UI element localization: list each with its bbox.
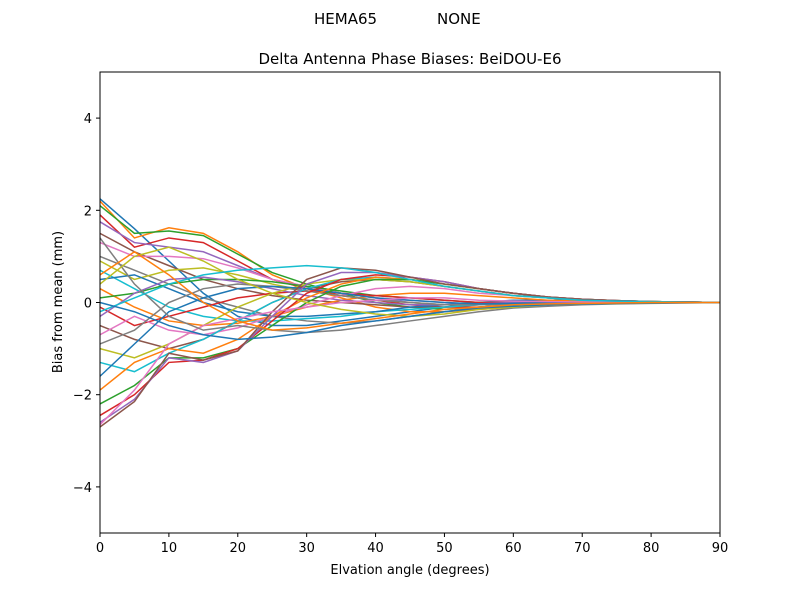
x-tick-label: 10 — [161, 541, 178, 556]
y-tick-label: 4 — [84, 112, 92, 127]
y-axis-ticks: −4 −2 0 2 4 — [73, 112, 100, 496]
y-tick-label: −4 — [73, 481, 92, 496]
series-line-28 — [99, 237, 721, 334]
series-line-32 — [99, 250, 720, 331]
y-tick-label: −2 — [73, 389, 92, 404]
series-line-19 — [99, 278, 721, 359]
series-line-30 — [99, 264, 721, 313]
x-tick-label: 30 — [298, 541, 315, 556]
x-tick-label: 70 — [574, 541, 591, 556]
suptitle-radome: NONE — [437, 10, 481, 28]
x-tick-label: 90 — [712, 541, 729, 556]
x-tick-label: 40 — [367, 541, 384, 556]
x-tick-label: 50 — [436, 541, 453, 556]
series-line-6 — [99, 232, 720, 308]
x-tick-label: 60 — [505, 541, 522, 556]
series-line-24 — [99, 274, 721, 417]
x-tick-label: 80 — [643, 541, 660, 556]
suptitle-antenna: HEMA65 — [314, 10, 378, 28]
y-axis-label: Bias from mean (mm) — [51, 231, 66, 373]
x-tick-label: 0 — [96, 541, 104, 556]
plot-lines — [99, 198, 721, 428]
y-tick-label: 0 — [84, 297, 92, 312]
x-axis-label: Elvation angle (degrees) — [330, 563, 489, 578]
x-axis-ticks: 0 10 20 30 40 50 60 70 80 90 — [96, 533, 728, 556]
chart-title: Delta Antenna Phase Biases: BeiDOU-E6 — [259, 50, 562, 68]
y-tick-label: 2 — [84, 204, 92, 219]
series-line-7 — [99, 241, 720, 306]
x-tick-label: 20 — [230, 541, 247, 556]
series-line-26 — [99, 267, 721, 428]
